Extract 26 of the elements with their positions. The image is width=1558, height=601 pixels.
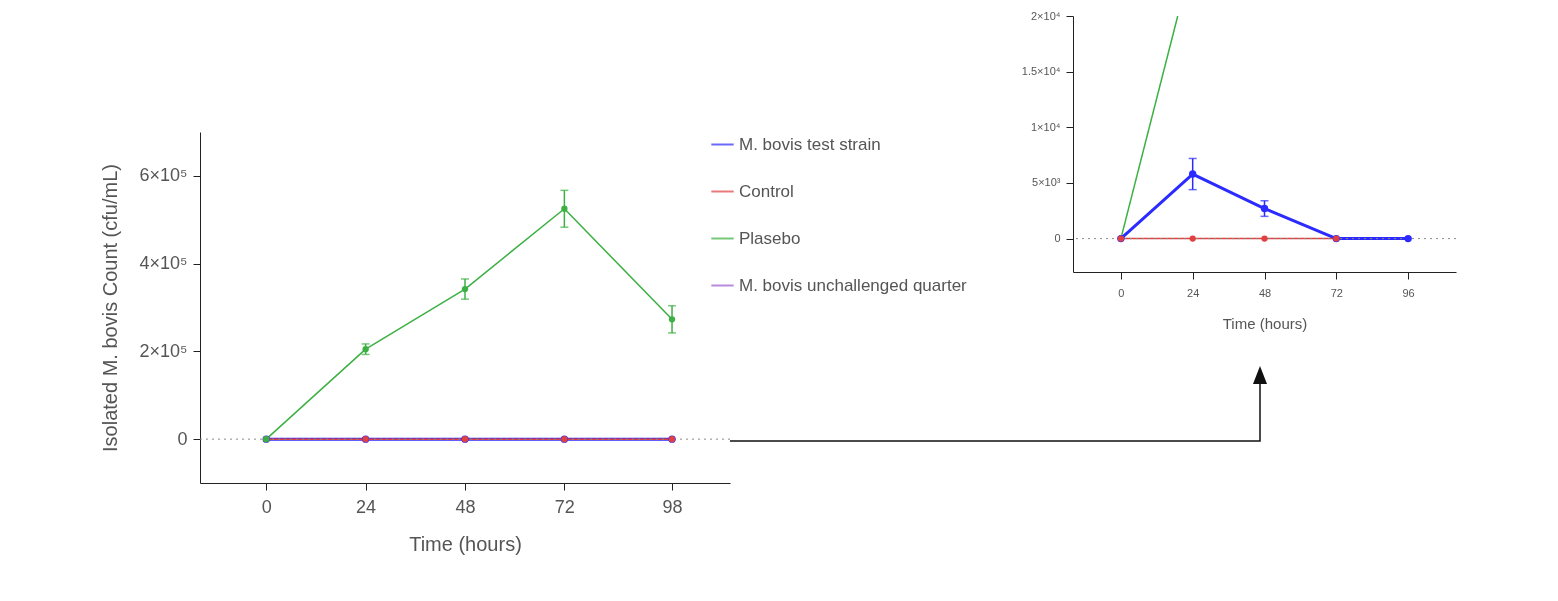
- y-tick-label: 0: [177, 428, 188, 449]
- x-tick-label: 48: [1258, 286, 1272, 299]
- x-tick-label: 24: [1187, 286, 1200, 299]
- x-tick-label: 0: [261, 496, 272, 517]
- legend-label: M. bovis unchallenged quarter: [739, 275, 968, 295]
- y-tick-label: 2×10⁵: [139, 340, 188, 361]
- y-tick-label: 4×10⁵: [139, 253, 188, 274]
- y-tick-label: 1.5×10⁴: [1021, 65, 1061, 78]
- y-tick-label: 5×10³: [1032, 176, 1061, 189]
- x-tick-label: 72: [1330, 286, 1343, 299]
- x-tick-label: 24: [356, 496, 377, 517]
- y-axis-title: Isolated M. bovis Count (cfu/mL): [99, 164, 122, 452]
- x-tick-label: 48: [455, 496, 476, 517]
- y-tick-label: 6×10⁵: [139, 165, 188, 186]
- legend-label: Control: [739, 181, 794, 201]
- x-axis-title: Time (hours): [409, 532, 522, 555]
- x-tick-label: 0: [1118, 286, 1125, 299]
- legend-label: M. bovis test strain: [739, 134, 881, 154]
- y-tick-label: 1×10⁴: [1030, 120, 1061, 133]
- legend-label: Plasebo: [739, 228, 801, 248]
- y-tick-label: 2×10⁴: [1030, 9, 1061, 22]
- y-tick-label: 0: [1054, 232, 1061, 245]
- x-tick-label: 72: [554, 496, 575, 517]
- x-axis-title: Time (hours): [1222, 314, 1308, 332]
- x-tick-label: 98: [662, 496, 683, 517]
- x-tick-label: 96: [1402, 286, 1415, 299]
